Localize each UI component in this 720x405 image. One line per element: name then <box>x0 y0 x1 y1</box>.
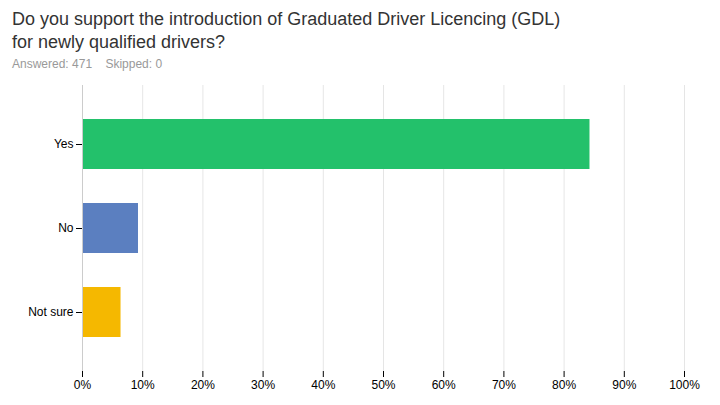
svg-text:0%: 0% <box>74 378 92 392</box>
svg-text:Not sure: Not sure <box>28 305 74 319</box>
svg-text:80%: 80% <box>552 378 576 392</box>
svg-text:60%: 60% <box>432 378 456 392</box>
svg-text:No: No <box>58 221 74 235</box>
svg-text:10%: 10% <box>131 378 155 392</box>
html-text:Answered: 471 Skipped: 0: Answered: 471 Skipped: 0 <box>12 57 163 71</box>
svg-text:70%: 70% <box>492 378 516 392</box>
svg-text:90%: 90% <box>612 378 636 392</box>
svg-text:30%: 30% <box>251 378 275 392</box>
svg-text:20%: 20% <box>191 378 215 392</box>
svg-text:100%: 100% <box>669 378 700 392</box>
svg-text:50%: 50% <box>371 378 395 392</box>
html-text:Do you support the introductio: Do you support the introduction of Gradu… <box>12 9 561 52</box>
svg-text:Yes: Yes <box>54 137 74 151</box>
svg-text:40%: 40% <box>311 378 335 392</box>
